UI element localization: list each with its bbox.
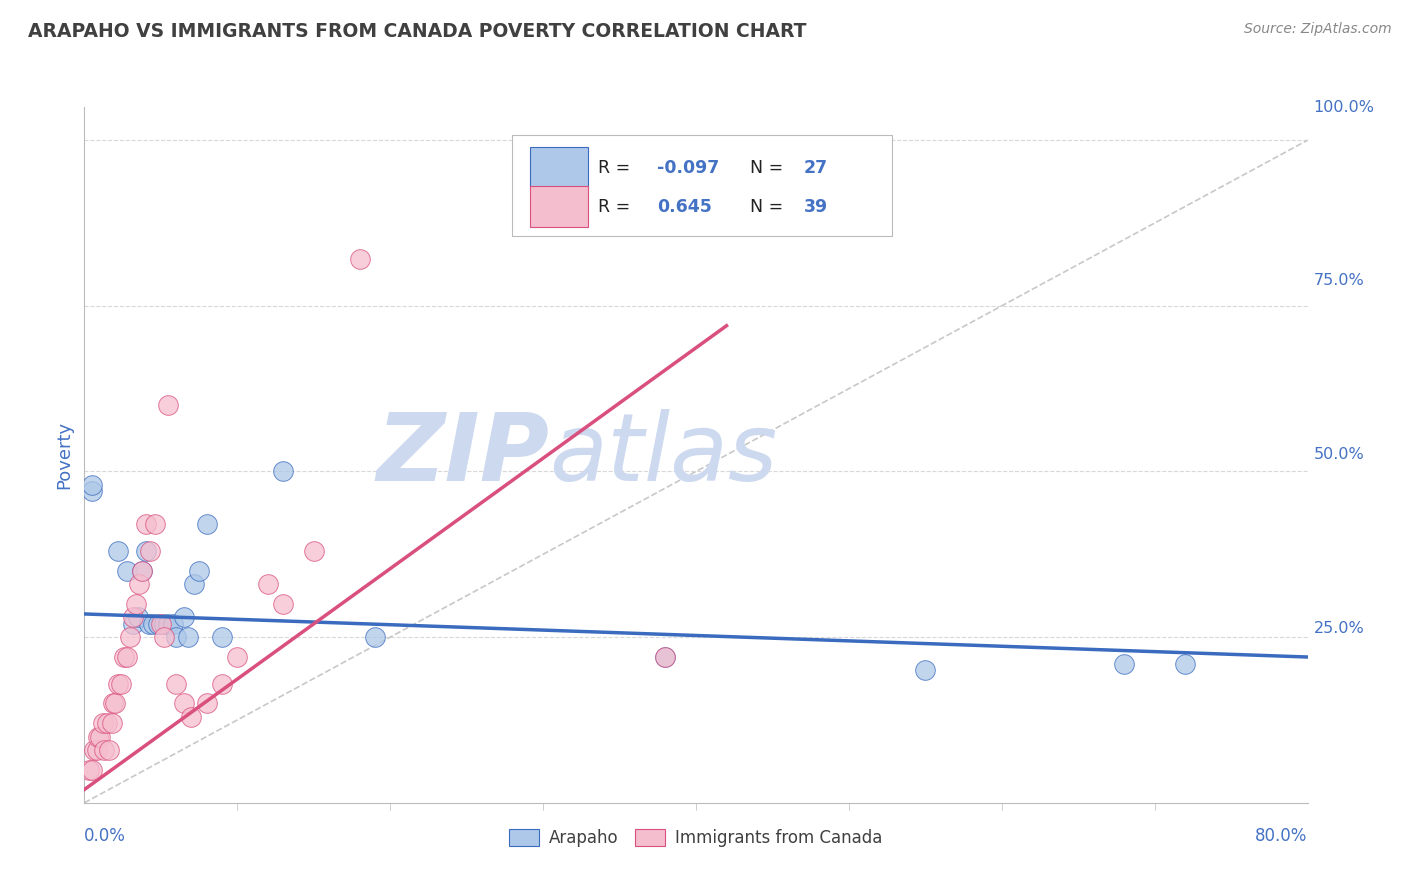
Point [101,716,124,731]
Text: Source: ZipAtlas.com: Source: ZipAtlas.com [1244,22,1392,37]
Text: 25.0%: 25.0% [1313,622,1364,636]
Point [125,597,148,611]
Point [80,763,103,777]
Point [271,597,294,611]
Point [80,484,103,499]
Point [138,616,160,631]
Point [180,709,202,723]
Point [177,630,200,644]
Text: -0.097: -0.097 [657,159,718,177]
FancyBboxPatch shape [530,147,588,187]
Point [142,616,165,631]
Point [195,697,218,711]
Text: ZIP: ZIP [377,409,550,501]
Point [302,544,325,558]
Point [86,743,108,757]
Text: 100.0%: 100.0% [1313,100,1375,114]
Text: 50.0%: 50.0% [1313,448,1364,462]
Point [157,616,180,631]
Point [143,517,166,532]
Point [162,616,184,631]
Point [120,630,142,644]
Text: 75.0%: 75.0% [1313,274,1364,288]
Point [165,676,187,690]
Text: 39: 39 [804,197,828,216]
Text: N =: N = [738,197,789,216]
Point [122,610,145,624]
Point [257,577,280,591]
Point [188,564,211,578]
Point [211,630,233,644]
Point [93,743,115,757]
Text: 0.645: 0.645 [657,197,711,216]
Point [271,465,294,479]
Y-axis label: Poverty: Poverty [55,421,73,489]
Point [165,630,187,644]
Point [80,477,103,491]
Text: R =: R = [598,197,641,216]
FancyBboxPatch shape [530,186,588,227]
Point [139,544,162,558]
Text: 0.0%: 0.0% [84,827,127,845]
Point [135,544,157,558]
Point [115,650,138,665]
Point [226,650,249,665]
Point [128,577,150,591]
Text: R =: R = [598,159,636,177]
Point [146,616,169,631]
Legend: Arapaho, Immigrants from Canada: Arapaho, Immigrants from Canada [502,822,890,854]
Point [654,650,676,665]
Point [173,610,195,624]
Point [153,616,176,631]
Point [149,616,172,631]
Text: ARAPAHO VS IMMIGRANTS FROM CANADA POVERTY CORRELATION CHART: ARAPAHO VS IMMIGRANTS FROM CANADA POVERT… [28,22,807,41]
Text: atlas: atlas [550,409,778,500]
Point [91,716,114,731]
Point [97,743,120,757]
Point [89,730,111,744]
Point [914,663,936,677]
Point [107,544,129,558]
Point [77,763,100,777]
Point [115,564,138,578]
Point [1174,657,1197,671]
Point [1114,657,1136,671]
Point [153,630,176,644]
Point [131,564,153,578]
Point [122,616,145,631]
Point [157,398,180,412]
Point [107,676,129,690]
Text: 27: 27 [804,159,828,177]
Point [96,716,118,731]
Point [104,697,127,711]
Point [110,676,132,690]
Point [127,610,149,624]
Point [364,630,387,644]
Point [211,676,233,690]
Point [195,517,218,532]
Text: 80.0%: 80.0% [1256,827,1308,845]
Point [112,650,135,665]
Text: N =: N = [738,159,789,177]
FancyBboxPatch shape [512,135,891,235]
Point [131,564,153,578]
Point [103,697,125,711]
Point [135,517,157,532]
Point [87,730,110,744]
Point [183,577,205,591]
Point [173,697,195,711]
Point [654,650,676,665]
Point [349,252,371,267]
Point [83,743,105,757]
